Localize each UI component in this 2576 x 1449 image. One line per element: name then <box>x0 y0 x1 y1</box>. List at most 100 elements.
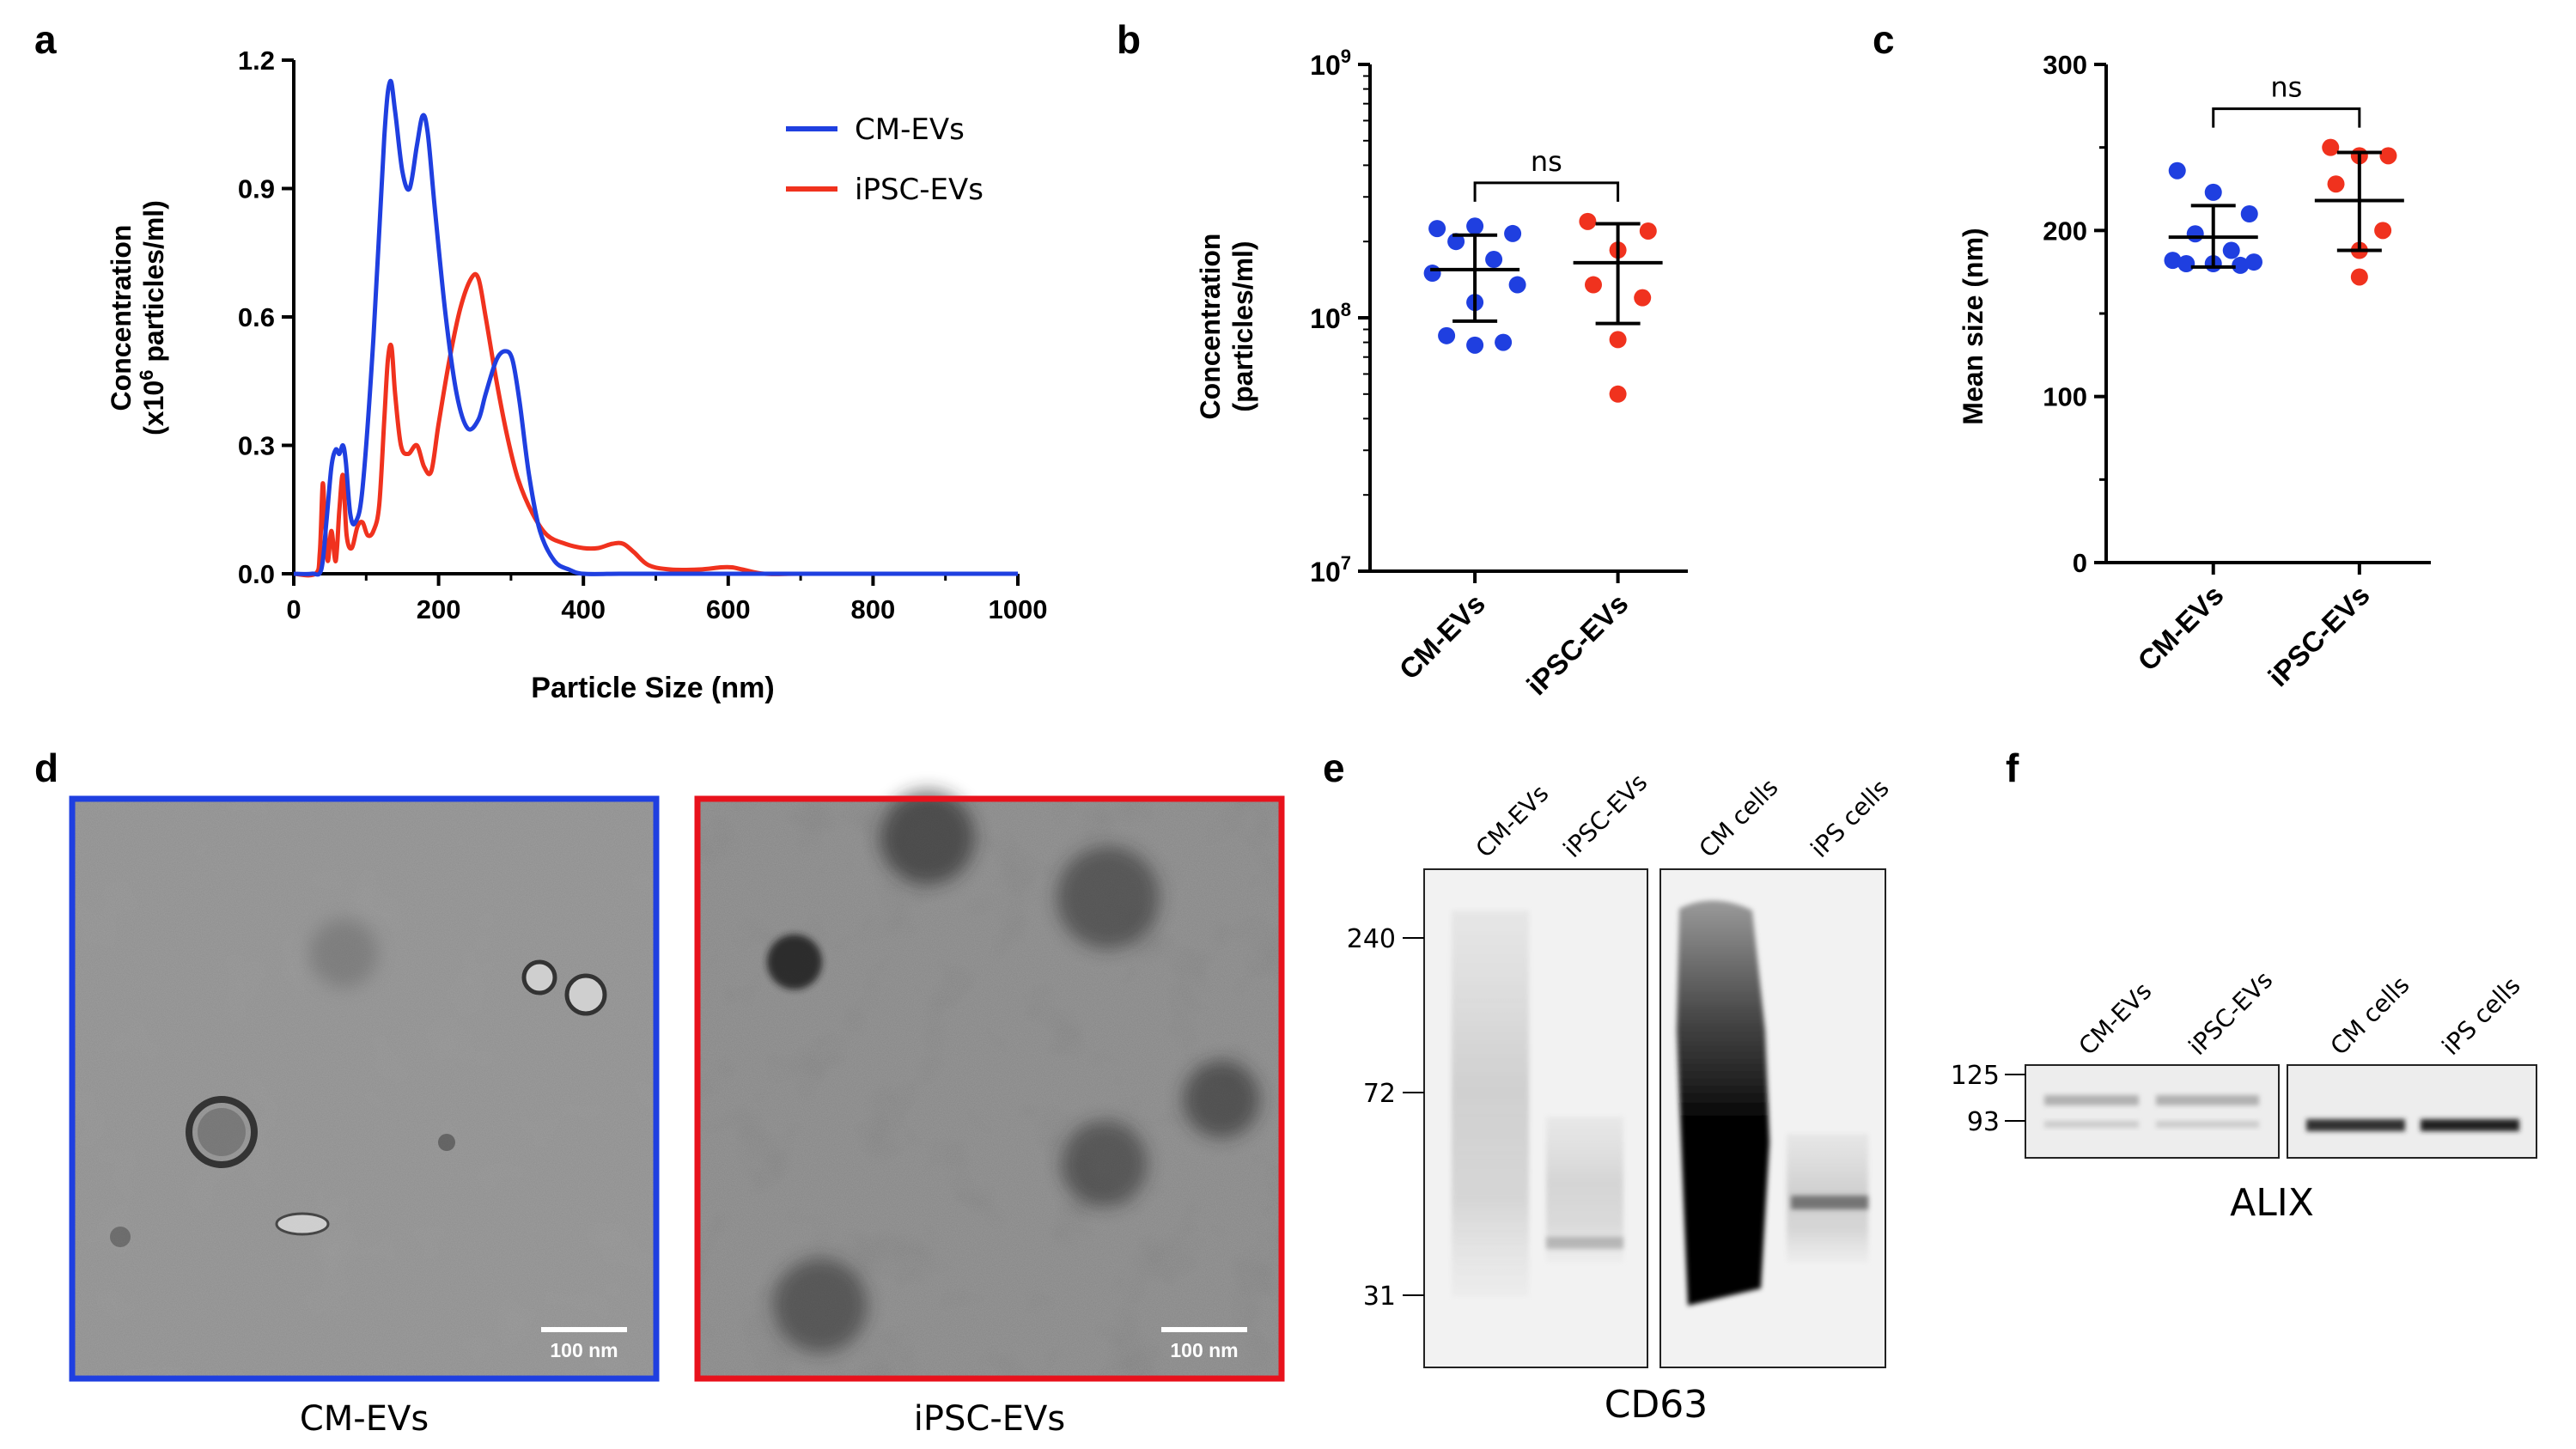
chart-a-legend-label: CM-EVs <box>855 113 965 147</box>
chart-b-point <box>1495 333 1513 351</box>
chart-b-point <box>1585 276 1602 294</box>
blot-f-membrane-left <box>2025 1064 2280 1159</box>
chart-b-ylabel-line1: Concentration <box>1195 234 1226 420</box>
chart-b-point <box>1447 233 1465 251</box>
chart-c-ytick-label: 0 <box>2073 548 2087 578</box>
chart-c-point <box>2374 222 2392 240</box>
chart-c-ytick-label: 200 <box>2043 216 2087 246</box>
blot-e-lane-2: iPSC-EVs <box>1558 768 1653 863</box>
chart-b-point <box>1466 217 1484 235</box>
chart-b-point <box>1634 289 1652 307</box>
chart-c-significance-label: ns <box>2270 71 2302 104</box>
blot-f-lane-1: CM-EVs <box>2074 977 2158 1061</box>
chart-b-point <box>1428 220 1446 238</box>
chart-b-point <box>1579 212 1597 230</box>
chart-b-point <box>1466 336 1484 354</box>
chart-b-category-label: iPSC-EVs <box>1520 588 1635 702</box>
chart-a-lines <box>293 78 1018 578</box>
chart-b-point <box>1485 251 1503 269</box>
chart-b-ytick-label: 109 <box>1310 46 1351 81</box>
chart-b-point <box>1639 222 1657 240</box>
blot-e-marker-label: 240 <box>1347 924 1396 954</box>
chart-c-point <box>2186 225 2204 243</box>
chart-c-significance-bracket <box>2212 107 2361 128</box>
chart-b-point <box>1504 224 1522 242</box>
chart-a: 0.0 0.3 0.6 0.9 1.2 0 200 400 600 800 1000 CM-EVs i… <box>106 46 1047 704</box>
chart-b-significance-label: ns <box>1531 145 1562 178</box>
chart-c-point <box>2222 241 2240 259</box>
blot-f-marker-label: 125 <box>1951 1061 2000 1091</box>
chart-a-xtick-label: 0 <box>286 594 301 624</box>
tem-caption-right: iPSC-EVs <box>914 1399 1065 1439</box>
blot-e-lane-3: CM cells <box>1694 773 1784 863</box>
tem-border-cm <box>69 795 660 1382</box>
chart-a-ytick-label: 0.0 <box>238 559 275 589</box>
tem-border-ipsc <box>694 795 1285 1382</box>
blot-f-lane-4: iPS cells <box>2437 971 2526 1061</box>
chart-c-ylabel: Mean size (nm) <box>1958 228 1988 424</box>
chart-c-point <box>2204 183 2222 201</box>
chart-c-point <box>2379 147 2397 165</box>
chart-a-xtick-label: 800 <box>851 594 896 624</box>
chart-c-ytick-label: 300 <box>2043 50 2087 80</box>
tem-image-ipsc-evs: 100 nm <box>694 790 1285 1382</box>
chart-a-axes: 0.0 0.3 0.6 0.9 1.2 0 200 400 600 800 1000 <box>238 46 1048 624</box>
chart-a-ylabel-line2: (x106 particles/ml) <box>136 200 169 435</box>
panel-label-c: c <box>1873 17 1895 62</box>
chart-a-legend-label: iPSC-EVs <box>855 173 984 207</box>
panel-label-f: f <box>2006 746 2019 790</box>
chart-c-ytick-label: 100 <box>2043 382 2087 412</box>
panel-label-a: a <box>34 17 57 62</box>
chart-b-point <box>1508 276 1526 294</box>
tem-caption-left: CM-EVs <box>300 1399 429 1439</box>
chart-a-legend: CM-EVs iPSC-EVs <box>786 113 984 207</box>
blot-f-caption: ALIX <box>2230 1181 2314 1225</box>
blot-e: CM-EVs iPSC-EVs CM cells iPS cells 240 72… <box>1347 768 1895 1427</box>
chart-a-ytick-label: 0.3 <box>238 431 275 461</box>
chart-b: 109 108 107 CM-EVs iPSC-EVs ns Concentration… <box>1195 46 1688 701</box>
chart-b-ylabel-line2: (particles/ml) <box>1227 240 1258 411</box>
chart-c-point <box>2327 175 2345 193</box>
chart-c-point <box>2350 268 2368 286</box>
chart-c-point <box>2322 138 2340 156</box>
chart-b-marks: ns <box>1423 145 1663 403</box>
blot-e-marker-label: 72 <box>1363 1079 1396 1109</box>
chart-c-point <box>2168 161 2186 180</box>
blot-e-lane-4: iPS cells <box>1806 774 1895 863</box>
chart-a-ylabel-line1: Concentration <box>106 225 137 411</box>
chart-b-category-label: CM-EVs <box>1393 588 1491 685</box>
chart-a-ytick-label: 0.6 <box>238 302 275 332</box>
blot-f: CM-EVs iPSC-EVs CM cells iPS cells 125 93… <box>1951 965 2537 1225</box>
blot-f-lane-2: iPSC-EVs <box>2183 965 2279 1061</box>
panel-label-b: b <box>1117 17 1141 62</box>
chart-c-point <box>2232 256 2250 274</box>
chart-a-xtick-label: 1000 <box>989 594 1048 624</box>
chart-a-xtick-label: 400 <box>561 594 606 624</box>
blot-f-lane-3: CM cells <box>2325 971 2415 1061</box>
chart-a-ytick-label: 1.2 <box>238 46 275 76</box>
chart-b-point <box>1438 326 1456 344</box>
chart-c-category-label: iPSC-EVs <box>2262 579 2376 693</box>
panel-label-d: d <box>34 746 58 790</box>
chart-b-point <box>1609 385 1627 403</box>
chart-b-ytick-label: 107 <box>1310 552 1351 588</box>
chart-b-point <box>1609 331 1627 349</box>
blot-f-marker-label: 93 <box>1967 1107 2000 1137</box>
chart-c-point <box>2177 255 2195 272</box>
chart-a-line-ipsc-evs <box>293 271 1018 578</box>
chart-a-ytick-label: 0.9 <box>238 174 275 204</box>
chart-c-point <box>2244 253 2262 271</box>
blot-e-caption: CD63 <box>1605 1383 1708 1427</box>
chart-c-category-label: CM-EVs <box>2131 579 2229 677</box>
blot-e-marker-label: 31 <box>1363 1282 1396 1312</box>
chart-a-xtick-label: 200 <box>417 594 461 624</box>
chart-a-xtick-label: 600 <box>706 594 751 624</box>
chart-c-marks: ns <box>2164 71 2404 286</box>
panel-label-e: e <box>1323 746 1345 790</box>
chart-b-point <box>1423 265 1441 283</box>
chart-b-axes: 109 108 107 CM-EVs iPSC-EVs <box>1310 46 1688 701</box>
chart-c-point <box>2164 252 2182 270</box>
blot-f-markers: 125 93 <box>1951 1061 2025 1137</box>
tem-scale-label-right: 100 nm <box>1170 1339 1238 1361</box>
